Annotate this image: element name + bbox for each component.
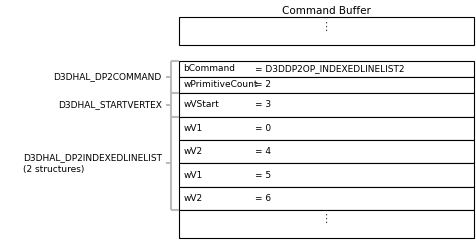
Text: Command Buffer: Command Buffer (282, 6, 370, 16)
Bar (178, 140, 474, 163)
Bar (178, 187, 474, 210)
Text: D3DHAL_STARTVERTEX: D3DHAL_STARTVERTEX (58, 101, 162, 109)
Text: = D3DDP2OP_INDEXEDLINELIST2: = D3DDP2OP_INDEXEDLINELIST2 (255, 64, 404, 73)
Text: bCommand: bCommand (183, 64, 235, 73)
Text: ⋮: ⋮ (320, 214, 332, 224)
Text: = 3: = 3 (255, 101, 271, 109)
Text: wVStart: wVStart (183, 101, 219, 109)
Text: = 5: = 5 (255, 171, 271, 180)
Text: = 0: = 0 (255, 124, 271, 133)
Text: wV2: wV2 (183, 194, 202, 203)
Text: D3DHAL_DP2INDEXEDLINELIST
(2 structures): D3DHAL_DP2INDEXEDLINELIST (2 structures) (23, 153, 162, 173)
Bar (178, 17, 474, 45)
Text: wPrimitiveCount: wPrimitiveCount (183, 80, 258, 89)
Bar (178, 117, 474, 140)
Text: wV2: wV2 (183, 147, 202, 156)
Text: = 6: = 6 (255, 194, 271, 203)
Text: = 4: = 4 (255, 147, 271, 156)
Text: wV1: wV1 (183, 171, 202, 180)
Text: D3DHAL_DP2COMMAND: D3DHAL_DP2COMMAND (54, 72, 162, 81)
Bar (178, 210, 474, 238)
Text: ⋮: ⋮ (320, 22, 332, 32)
Bar (178, 163, 474, 187)
Bar (178, 61, 474, 77)
Text: = 2: = 2 (255, 80, 271, 89)
Text: wV1: wV1 (183, 124, 202, 133)
Bar (178, 93, 474, 117)
Bar (178, 77, 474, 93)
